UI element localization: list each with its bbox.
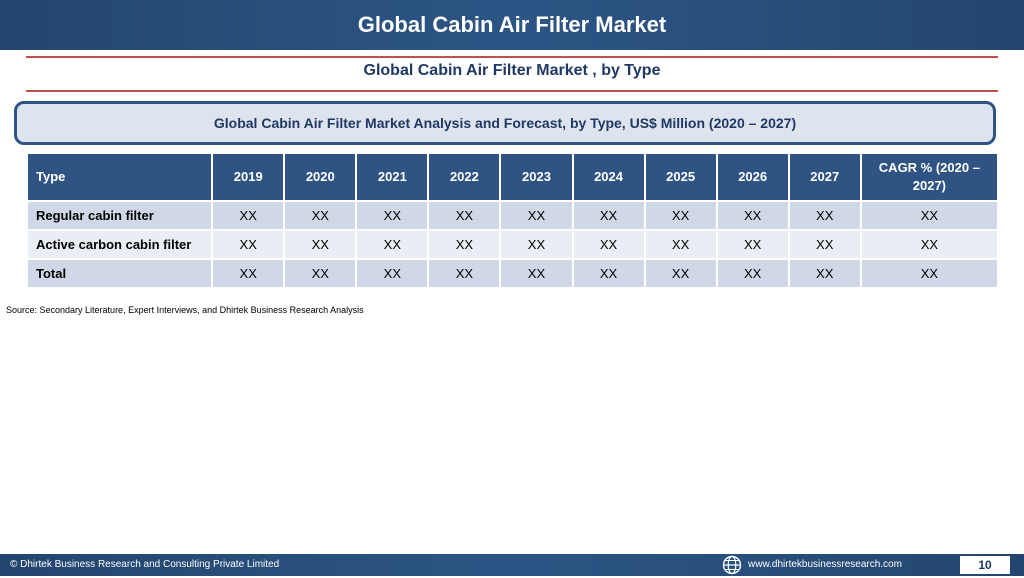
table-cell: XX	[213, 231, 284, 258]
table-cell: XX	[429, 260, 500, 287]
header-2025: 2025	[645, 154, 716, 200]
market-table: Type 2019 2020 2021 2022 2023 2024 2025 …	[26, 152, 999, 289]
table-cell: XX	[789, 202, 860, 229]
table-cell: XX	[213, 260, 284, 287]
table-row: Regular cabin filter XX XX XX XX XX XX X…	[28, 202, 997, 229]
table-cell: XX	[501, 202, 572, 229]
table-row: Active carbon cabin filter XX XX XX XX X…	[28, 231, 997, 258]
table-row: Total XX XX XX XX XX XX XX XX XX XX	[28, 260, 997, 287]
table-cell: XX	[717, 231, 788, 258]
website-link[interactable]: www.dhirtekbusinessresearch.com	[748, 559, 902, 570]
page-number: 10	[960, 556, 1010, 574]
globe-icon	[722, 555, 742, 575]
table-cell: XX	[861, 231, 997, 258]
bottom-divider	[26, 90, 998, 92]
table-cell: XX	[861, 260, 997, 287]
table-cell: XX	[429, 202, 500, 229]
header-2023: 2023	[501, 154, 572, 200]
table-cell: XX	[645, 202, 716, 229]
table-cell: XX	[285, 231, 356, 258]
table-caption-banner: Global Cabin Air Filter Market Analysis …	[14, 101, 996, 145]
source-note: Source: Secondary Literature, Expert Int…	[6, 305, 364, 315]
footer-bar: © Dhirtek Business Research and Consulti…	[0, 554, 1024, 576]
header-2027: 2027	[789, 154, 860, 200]
section-subtitle: Global Cabin Air Filter Market , by Type	[363, 62, 661, 79]
table-header-row: Type 2019 2020 2021 2022 2023 2024 2025 …	[28, 154, 997, 200]
header-2021: 2021	[357, 154, 428, 200]
row-label: Active carbon cabin filter	[28, 231, 212, 258]
table-cell: XX	[357, 202, 428, 229]
table-cell: XX	[285, 202, 356, 229]
row-label: Regular cabin filter	[28, 202, 212, 229]
top-divider	[26, 56, 998, 58]
table-cell: XX	[501, 260, 572, 287]
table-cell: XX	[573, 202, 644, 229]
header-2026: 2026	[717, 154, 788, 200]
table-cell: XX	[573, 231, 644, 258]
header-2019: 2019	[213, 154, 284, 200]
table-cell: XX	[717, 260, 788, 287]
row-label: Total	[28, 260, 212, 287]
header-type: Type	[28, 154, 212, 200]
table-cell: XX	[285, 260, 356, 287]
header-2024: 2024	[573, 154, 644, 200]
table-cell: XX	[789, 260, 860, 287]
table-cell: XX	[645, 231, 716, 258]
header-cagr: CAGR % (2020 – 2027)	[861, 154, 997, 200]
copyright-text: © Dhirtek Business Research and Consulti…	[10, 559, 280, 570]
header-2022: 2022	[429, 154, 500, 200]
table-cell: XX	[573, 260, 644, 287]
table-cell: XX	[429, 231, 500, 258]
header-2020: 2020	[285, 154, 356, 200]
table-caption: Global Cabin Air Filter Market Analysis …	[213, 115, 797, 131]
table-cell: XX	[357, 231, 428, 258]
table-cell: XX	[861, 202, 997, 229]
page-title: Global Cabin Air Filter Market	[357, 12, 667, 37]
title-bar: Global Cabin Air Filter Market	[0, 0, 1024, 50]
table-cell: XX	[789, 231, 860, 258]
table-cell: XX	[645, 260, 716, 287]
table-cell: XX	[213, 202, 284, 229]
table-cell: XX	[357, 260, 428, 287]
table-cell: XX	[501, 231, 572, 258]
table-cell: XX	[717, 202, 788, 229]
